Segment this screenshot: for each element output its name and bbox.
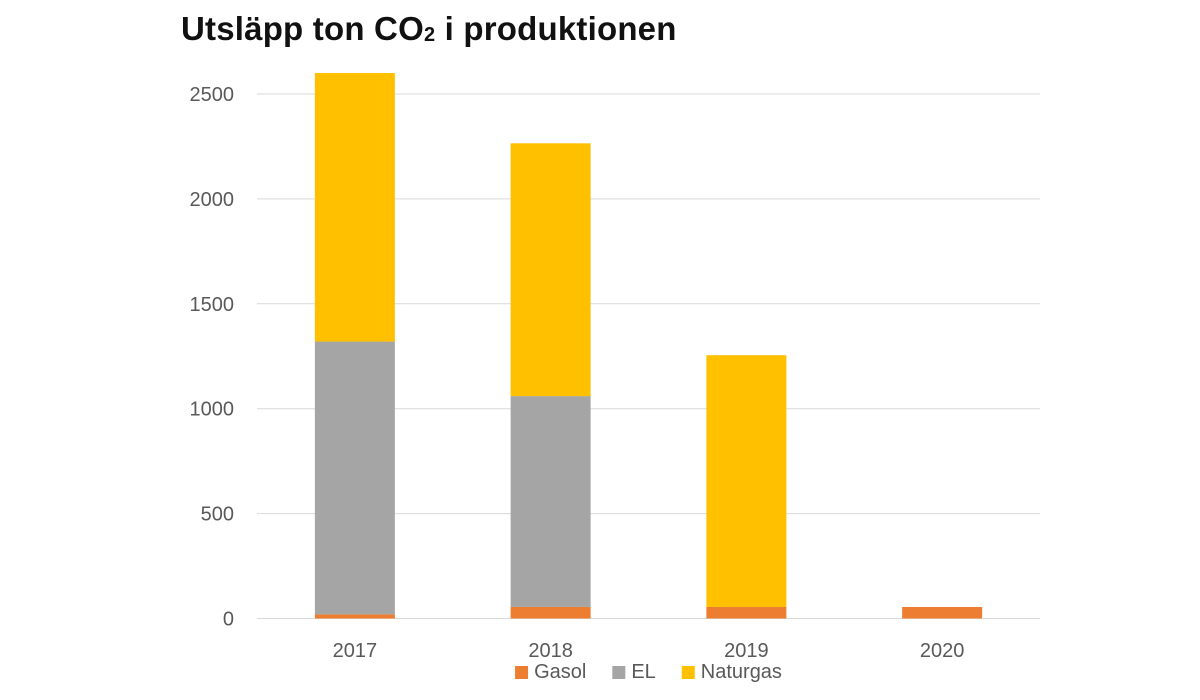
bar-el-2018 [510, 396, 591, 607]
bar-gasol-2019 [706, 606, 787, 619]
chart-title: Utsläpp ton CO2 i produktionen [181, 10, 677, 48]
bar-naturgas-2019 [706, 355, 787, 607]
legend: Gasol EL Naturgas [515, 661, 782, 683]
bars [314, 73, 983, 619]
y-tick-label: 2000 [190, 189, 235, 211]
y-tick-label: 2500 [190, 84, 235, 106]
legend-item-gasol: Gasol [515, 661, 586, 683]
y-tick-label: 1500 [190, 294, 235, 316]
chart-title-main: Utsläpp ton CO [181, 10, 424, 47]
y-tick-label: 1000 [190, 399, 235, 421]
y-tick-label: 500 [201, 504, 234, 526]
bar-gasol-2017 [314, 614, 395, 619]
chart-title-suffix: i produktionen [435, 10, 677, 47]
legend-swatch [612, 666, 626, 679]
bar-naturgas-2018 [510, 143, 591, 397]
legend-item-naturgas: Naturgas [681, 661, 782, 683]
bar-gasol-2018 [510, 606, 591, 619]
legend-label: Naturgas [701, 661, 782, 683]
bar-gasol-2020 [902, 606, 983, 619]
x-tick-label: 2020 [920, 640, 965, 662]
axis-labels: 0 500 1000 1500 2000 2500 2017 2018 2019 2020 [190, 84, 965, 662]
legend-item-el: EL [612, 661, 656, 683]
x-tick-label: 2017 [333, 640, 378, 662]
bar-el-2017 [314, 341, 395, 615]
y-tick-label: 0 [223, 609, 234, 631]
x-tick-label: 2019 [724, 640, 769, 662]
legend-label: EL [631, 661, 655, 683]
legend-label: Gasol [534, 661, 586, 683]
legend-swatch [515, 666, 529, 679]
x-tick-label: 2018 [528, 640, 573, 662]
legend-swatch [681, 666, 695, 679]
chart-title-subscript: 2 [423, 24, 436, 46]
bar-naturgas-2017 [314, 73, 395, 342]
